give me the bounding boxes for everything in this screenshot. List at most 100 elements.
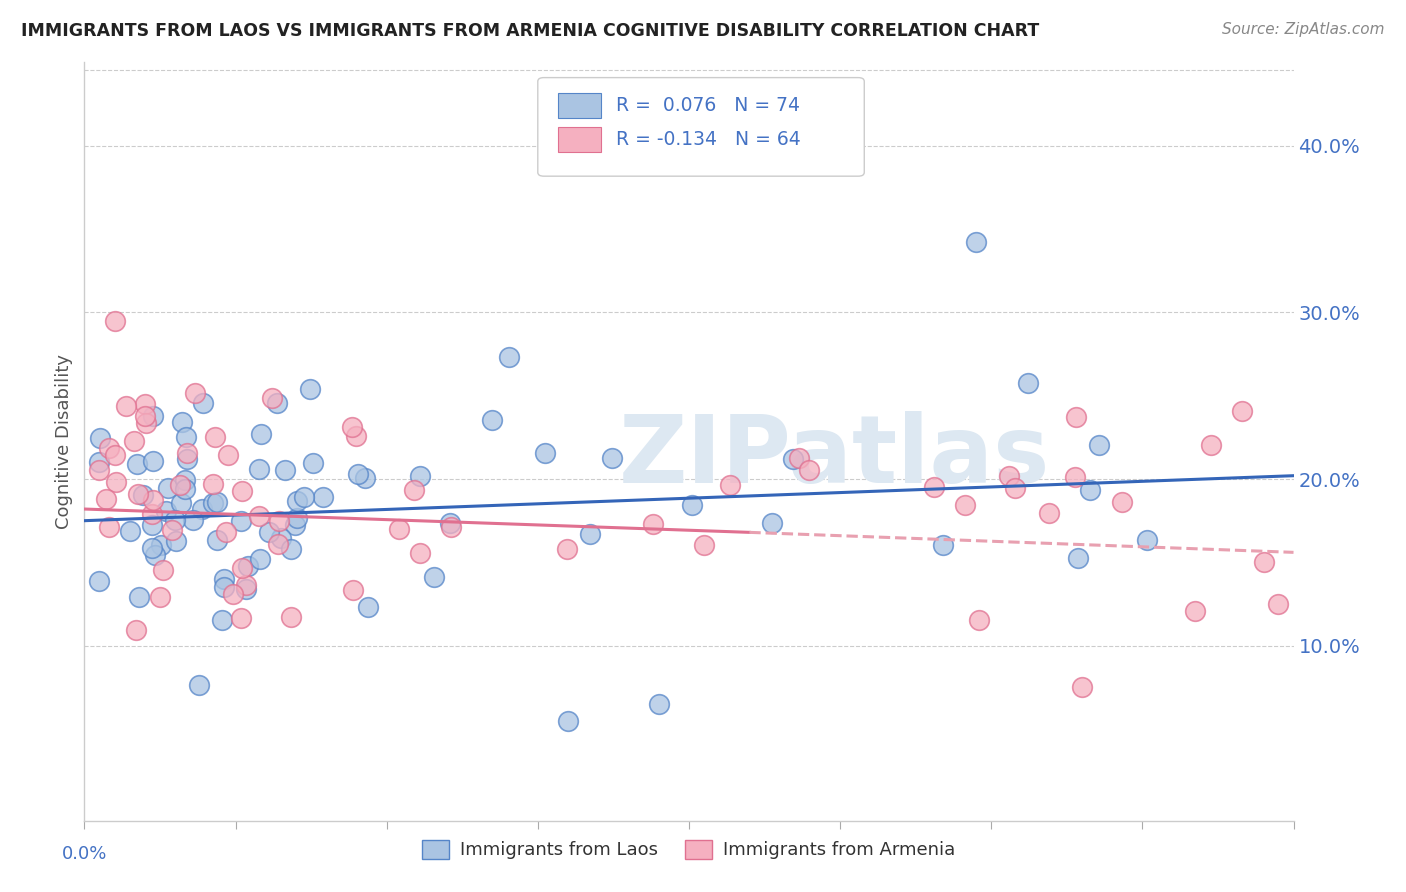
Point (132, 488, 155, 502)
Point (204, 430, 226, 444)
Point (104, 448, 127, 462)
Point (1017, 376, 1039, 391)
Point (1004, 481, 1026, 495)
Point (238, 559, 260, 574)
Point (579, 526, 602, 541)
Point (89, 463, 111, 477)
Point (122, 434, 145, 449)
Point (127, 487, 149, 501)
Point (643, 516, 665, 531)
Point (1136, 533, 1159, 548)
Point (191, 396, 214, 410)
Y-axis label: Cognitive Disability: Cognitive Disability (55, 354, 73, 529)
Point (266, 396, 288, 410)
Point (128, 590, 150, 604)
Point (114, 399, 136, 413)
Point (357, 599, 380, 614)
FancyBboxPatch shape (558, 127, 600, 152)
Point (247, 462, 270, 476)
Point (344, 429, 367, 443)
Point (143, 548, 166, 562)
Point (292, 491, 315, 505)
FancyBboxPatch shape (558, 93, 600, 118)
Point (181, 513, 204, 527)
Point (142, 409, 165, 423)
Point (94, 491, 117, 506)
Point (298, 382, 321, 396)
Point (174, 474, 197, 488)
Point (965, 235, 987, 250)
Point (135, 417, 157, 431)
Point (267, 514, 290, 528)
Point (932, 538, 955, 552)
Point (169, 496, 191, 510)
Point (134, 397, 156, 411)
Point (176, 452, 198, 467)
Point (1111, 495, 1133, 509)
Point (148, 591, 170, 605)
Point (211, 613, 233, 627)
Point (104, 475, 127, 489)
Point (231, 560, 253, 574)
Point (217, 448, 239, 462)
Point (157, 481, 180, 495)
Point (681, 498, 703, 512)
Point (231, 483, 253, 498)
Point (202, 477, 225, 491)
Point (1088, 438, 1111, 452)
Point (924, 479, 946, 493)
Point (125, 624, 148, 638)
Point (174, 430, 197, 444)
Point (720, 478, 742, 492)
Point (312, 490, 335, 504)
Point (953, 498, 976, 512)
Point (440, 520, 463, 534)
Point (1078, 483, 1101, 498)
Point (215, 524, 238, 539)
Point (249, 427, 271, 442)
Point (761, 516, 783, 530)
Point (184, 385, 207, 400)
Point (270, 531, 292, 545)
Point (423, 570, 446, 584)
Point (1184, 604, 1206, 618)
Point (557, 714, 579, 728)
Point (201, 496, 224, 510)
Point (284, 517, 307, 532)
Point (1064, 409, 1087, 424)
Point (1038, 506, 1060, 520)
Point (342, 583, 364, 598)
Point (408, 469, 430, 483)
Point (1199, 437, 1222, 451)
Point (693, 538, 716, 552)
Point (273, 463, 295, 477)
Point (169, 477, 191, 491)
Point (89, 431, 111, 445)
Text: ZIPatlas: ZIPatlas (619, 410, 1050, 503)
Text: IMMIGRANTS FROM LAOS VS IMMIGRANTS FROM ARMENIA COGNITIVE DISABILITY CORRELATION: IMMIGRANTS FROM LAOS VS IMMIGRANTS FROM … (21, 22, 1039, 40)
Point (257, 524, 280, 539)
Point (1253, 555, 1275, 569)
Point (346, 467, 368, 481)
Point (388, 522, 411, 536)
Point (221, 586, 243, 600)
Point (1230, 404, 1253, 418)
Point (354, 471, 377, 485)
Point (285, 494, 308, 508)
Point (262, 391, 284, 405)
Point (165, 534, 187, 549)
Point (648, 697, 671, 711)
Point (142, 453, 165, 467)
Point (97, 520, 120, 534)
Point (142, 492, 165, 507)
Point (967, 614, 990, 628)
Point (212, 572, 235, 586)
Point (214, 580, 236, 594)
Point (998, 469, 1021, 483)
Point (141, 541, 163, 555)
Point (162, 523, 184, 537)
Point (191, 501, 214, 516)
Point (439, 516, 461, 530)
Point (149, 538, 172, 552)
Point (125, 457, 148, 471)
